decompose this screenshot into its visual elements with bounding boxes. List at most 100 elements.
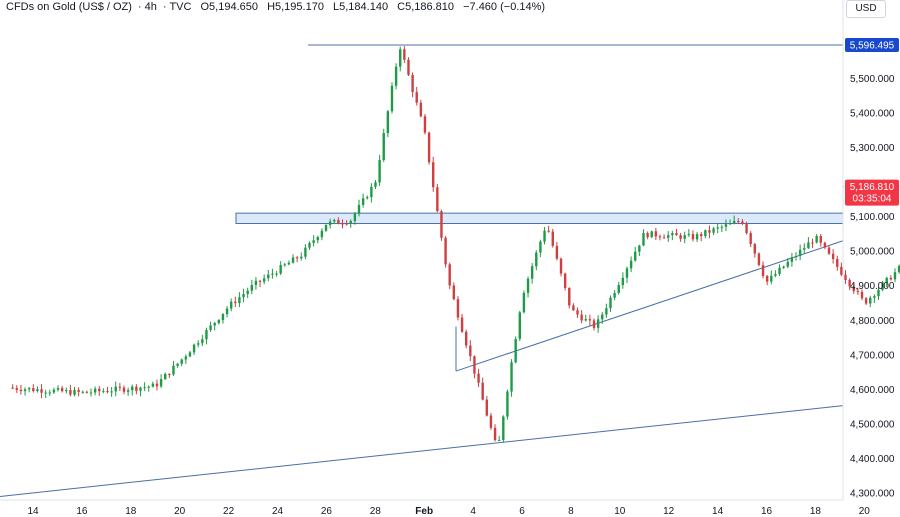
candle-body bbox=[262, 278, 266, 282]
candle-body bbox=[432, 162, 435, 188]
candle-body bbox=[155, 383, 159, 387]
candle-body bbox=[291, 257, 295, 263]
high-value: H5,195.170 bbox=[267, 1, 324, 13]
candle-body bbox=[436, 187, 439, 212]
candle-body bbox=[592, 320, 596, 328]
candle-body bbox=[164, 373, 167, 380]
candle-body bbox=[469, 345, 472, 357]
candle-body bbox=[836, 258, 839, 267]
currency-button[interactable]: USD bbox=[846, 0, 886, 18]
candle-body bbox=[295, 257, 299, 259]
candle-body bbox=[353, 213, 357, 222]
candle-body bbox=[151, 383, 155, 387]
candle-body bbox=[893, 272, 897, 280]
candle-body bbox=[283, 264, 286, 266]
candle-body bbox=[489, 415, 493, 428]
candle-body bbox=[98, 388, 101, 392]
candle-body bbox=[254, 280, 258, 285]
close-value: C5,186.810 bbox=[397, 1, 455, 13]
time-axis-label: 18 bbox=[810, 506, 822, 517]
candle-body bbox=[679, 235, 682, 239]
candle-body bbox=[168, 373, 171, 375]
candle-body bbox=[366, 197, 369, 199]
candle-body bbox=[691, 234, 695, 240]
candle-body bbox=[654, 231, 658, 237]
candle-body bbox=[407, 59, 410, 75]
candle-body bbox=[258, 280, 262, 282]
candle-body bbox=[823, 242, 827, 248]
candle-body bbox=[514, 338, 517, 363]
candle-body bbox=[840, 266, 843, 275]
candle-body bbox=[250, 284, 254, 291]
candle-body bbox=[27, 388, 31, 390]
price-axis-label: 4,300.000 bbox=[850, 489, 895, 500]
candle-body bbox=[667, 235, 670, 238]
time-axis-label: 16 bbox=[76, 506, 88, 517]
time-axis-label: 4 bbox=[470, 506, 476, 517]
candle-body bbox=[588, 319, 592, 321]
candle-body bbox=[650, 231, 653, 238]
current-price-text: 5,186.810 bbox=[850, 182, 895, 193]
candle-body bbox=[473, 356, 476, 374]
candle-body bbox=[229, 301, 233, 309]
candle-body bbox=[497, 440, 501, 442]
candle-body bbox=[844, 274, 847, 281]
candle-body bbox=[378, 160, 381, 183]
candle-body bbox=[180, 359, 183, 364]
candle-body bbox=[803, 248, 806, 250]
candle-body bbox=[135, 386, 138, 391]
time-axis-label: 18 bbox=[125, 506, 137, 517]
low-value: L5,184.140 bbox=[333, 1, 389, 13]
price-axis-label: 4,800.000 bbox=[850, 316, 895, 327]
candle-body bbox=[118, 386, 122, 388]
candle-body bbox=[547, 230, 550, 232]
candle-body bbox=[357, 204, 361, 214]
candle-body bbox=[93, 388, 97, 393]
candle-body bbox=[32, 388, 35, 392]
candle-body bbox=[89, 392, 93, 394]
candle-body bbox=[786, 261, 789, 267]
candle-body bbox=[40, 389, 43, 393]
candle-body bbox=[506, 391, 509, 417]
time-axis-label: 20 bbox=[859, 506, 871, 517]
price-axis-label: 5,000.000 bbox=[850, 247, 895, 258]
candle-body bbox=[753, 244, 757, 254]
candle-body bbox=[770, 275, 773, 282]
candle-body bbox=[741, 221, 744, 224]
price-axis-label: 5,500.000 bbox=[850, 74, 895, 85]
candle-body bbox=[720, 226, 724, 228]
candle-body bbox=[464, 331, 468, 346]
candle-body bbox=[209, 325, 212, 330]
candle-body bbox=[873, 296, 876, 298]
candle-body bbox=[374, 182, 377, 187]
candle-body bbox=[885, 277, 888, 283]
candle-body bbox=[192, 344, 196, 353]
candle-body bbox=[728, 223, 732, 225]
candle-body bbox=[877, 289, 880, 297]
candle-body bbox=[452, 285, 456, 300]
candle-body bbox=[634, 251, 637, 261]
candle-body bbox=[596, 319, 600, 328]
candle-body bbox=[551, 231, 554, 246]
candle-body bbox=[555, 245, 559, 259]
time-axis-label: 14 bbox=[712, 506, 724, 517]
candle-body bbox=[794, 256, 798, 258]
candle-body bbox=[811, 242, 814, 244]
candle-body bbox=[658, 236, 662, 238]
candle-body bbox=[671, 233, 674, 236]
candle-body bbox=[774, 274, 777, 276]
candle-body bbox=[316, 237, 319, 241]
price-axis-label: 4,700.000 bbox=[850, 350, 895, 361]
candle-body bbox=[205, 329, 208, 340]
candle-body bbox=[345, 223, 348, 225]
interval-label[interactable]: 4h bbox=[144, 1, 157, 13]
candle-body bbox=[568, 287, 571, 306]
candle-body bbox=[617, 285, 620, 293]
countdown-text: 03:35:04 bbox=[853, 194, 892, 205]
candle-body bbox=[279, 265, 282, 274]
candle-body bbox=[217, 320, 221, 324]
candle-body bbox=[361, 198, 365, 205]
candle-body bbox=[807, 242, 810, 249]
